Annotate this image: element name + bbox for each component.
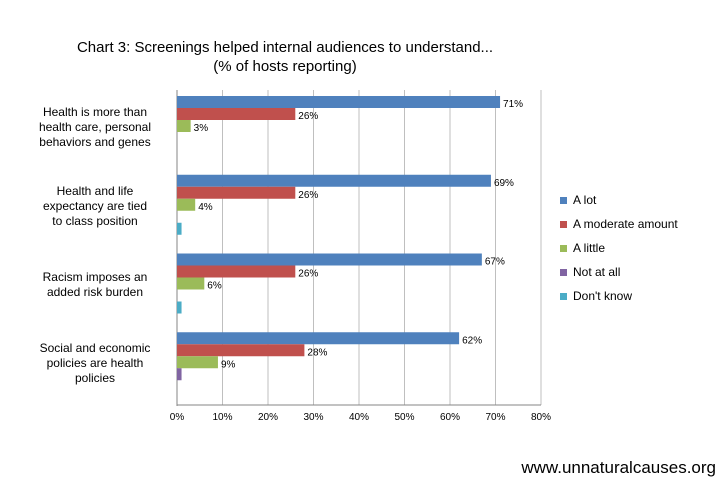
bar-a-moderate-amount [177, 265, 296, 278]
data-label: 26% [298, 190, 318, 201]
x-tick-label: 0% [169, 412, 185, 423]
legend-label: Not at all [573, 265, 621, 279]
data-label: 6% [207, 281, 222, 292]
x-tick-label: 40% [348, 412, 369, 423]
category-label: Social and economic policies are health po… [20, 341, 170, 386]
source-url: www.unnaturalcauses.org [521, 458, 716, 477]
legend-label: Don't know [573, 289, 632, 303]
category-label: Racism imposes an added risk burden [20, 270, 170, 300]
x-tick-label: 80% [530, 412, 551, 423]
bar-a-little [177, 356, 218, 369]
category-label-line: added risk burden [46, 284, 144, 299]
legend-label: A moderate amount [573, 217, 678, 231]
bar-a-little [177, 277, 205, 290]
legend-item: A little [560, 241, 605, 255]
legend-label: A little [573, 241, 606, 255]
title-line: Chart 3: Screenings helped internal audi… [76, 39, 494, 56]
data-label: 62% [462, 335, 482, 346]
data-label: 28% [307, 347, 327, 358]
data-label: 26% [298, 269, 318, 280]
bar-don-t-know [177, 222, 182, 235]
category-label: Health is more than health care, personal… [20, 105, 170, 150]
category-label-line: health care, personal [38, 119, 152, 134]
x-tick-label: 30% [303, 412, 324, 423]
data-label: 69% [494, 178, 514, 189]
data-label: 26% [298, 111, 318, 122]
bar-a-little [177, 120, 191, 132]
legend-label: A lot [573, 193, 597, 207]
category-label-line: policies are health [46, 356, 144, 371]
bar-don-t-know [177, 301, 182, 314]
bar-a-little [177, 198, 196, 211]
category-label-line: behaviors and genes [39, 134, 151, 149]
bar-a-moderate-amount [177, 186, 296, 199]
bar-a-moderate-amount [177, 344, 305, 357]
category-label-line: Racism imposes an [42, 269, 148, 284]
category-label-line: to class position [52, 213, 138, 228]
bar-a-moderate-amount [177, 108, 296, 120]
category-label-line: Social and economic [39, 341, 151, 356]
subtitle-line: (% of hosts reporting) [213, 58, 357, 75]
bar-a-lot [177, 174, 491, 187]
x-tick-label: 20% [257, 412, 278, 423]
legend-swatch [560, 269, 567, 276]
chart-title: Chart 3: Screenings helped internal audi… [0, 38, 570, 76]
bar-a-lot [177, 96, 501, 108]
category-label-line: Health is more than [42, 104, 148, 119]
category-label: Health and life expectancy are tied to cla… [20, 184, 170, 229]
legend-swatch [560, 221, 567, 228]
category-label-line: expectancy are tied [42, 198, 148, 213]
bar-not-at-all [177, 368, 182, 381]
legend-item: A lot [560, 193, 596, 207]
category-label-line: policies [74, 371, 116, 386]
legend-swatch [560, 197, 567, 204]
x-tick-label: 70% [485, 412, 506, 423]
data-label: 67% [485, 257, 505, 268]
data-label: 4% [198, 202, 213, 213]
data-label: 71% [503, 99, 523, 110]
x-tick-label: 60% [439, 412, 460, 423]
legend-item: A moderate amount [560, 217, 678, 231]
x-tick-label: 50% [394, 412, 415, 423]
legend-swatch [560, 245, 567, 252]
legend-swatch [560, 293, 567, 300]
legend-item: Not at all [560, 265, 620, 279]
data-label: 9% [221, 359, 236, 370]
x-tick-label: 10% [212, 412, 233, 423]
bar-a-lot [177, 332, 460, 345]
legend-item: Don't know [560, 289, 632, 303]
bar-a-lot [177, 253, 482, 266]
category-label-line: Health and life [56, 183, 134, 198]
data-label: 3% [194, 123, 209, 134]
